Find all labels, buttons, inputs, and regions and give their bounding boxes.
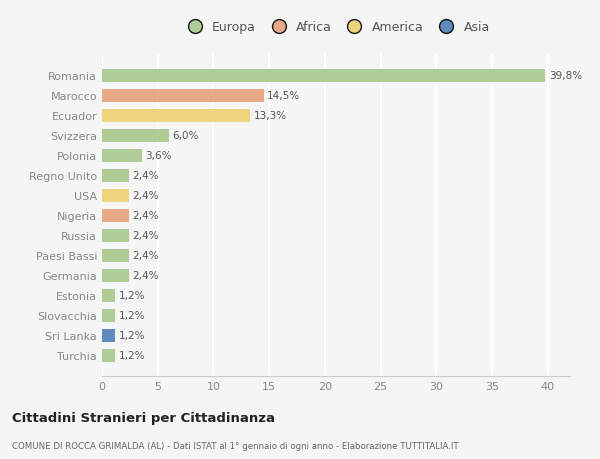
Bar (102, 309, 115, 322)
Bar (102, 229, 129, 242)
Bar (102, 209, 129, 222)
Bar (102, 150, 142, 162)
Bar (102, 289, 115, 302)
Bar (102, 110, 250, 123)
Bar (102, 129, 169, 142)
Text: 6,0%: 6,0% (172, 131, 199, 141)
Bar (102, 189, 129, 202)
Text: 1,2%: 1,2% (119, 291, 145, 301)
Bar (102, 90, 263, 102)
Text: Cittadini Stranieri per Cittadinanza: Cittadini Stranieri per Cittadinanza (12, 412, 275, 425)
Bar (102, 70, 545, 83)
Text: COMUNE DI ROCCA GRIMALDA (AL) - Dati ISTAT al 1° gennaio di ogni anno - Elaboraz: COMUNE DI ROCCA GRIMALDA (AL) - Dati IST… (12, 441, 458, 450)
Bar (102, 169, 129, 182)
Legend: Europa, Africa, America, Asia: Europa, Africa, America, Asia (177, 17, 495, 39)
Bar (102, 349, 115, 362)
Bar (102, 329, 115, 342)
Text: 2,4%: 2,4% (132, 270, 158, 280)
Text: 3,6%: 3,6% (145, 151, 172, 161)
Text: 2,4%: 2,4% (132, 211, 158, 221)
Text: 13,3%: 13,3% (254, 111, 287, 121)
Bar (102, 249, 129, 262)
Text: 2,4%: 2,4% (132, 191, 158, 201)
Text: 2,4%: 2,4% (132, 231, 158, 241)
Text: 2,4%: 2,4% (132, 251, 158, 261)
Text: 39,8%: 39,8% (549, 71, 582, 81)
Text: 2,4%: 2,4% (132, 171, 158, 181)
Text: 14,5%: 14,5% (267, 91, 300, 101)
Text: 1,2%: 1,2% (119, 350, 145, 360)
Text: 1,2%: 1,2% (119, 330, 145, 340)
Text: 1,2%: 1,2% (119, 310, 145, 320)
Bar (102, 269, 129, 282)
